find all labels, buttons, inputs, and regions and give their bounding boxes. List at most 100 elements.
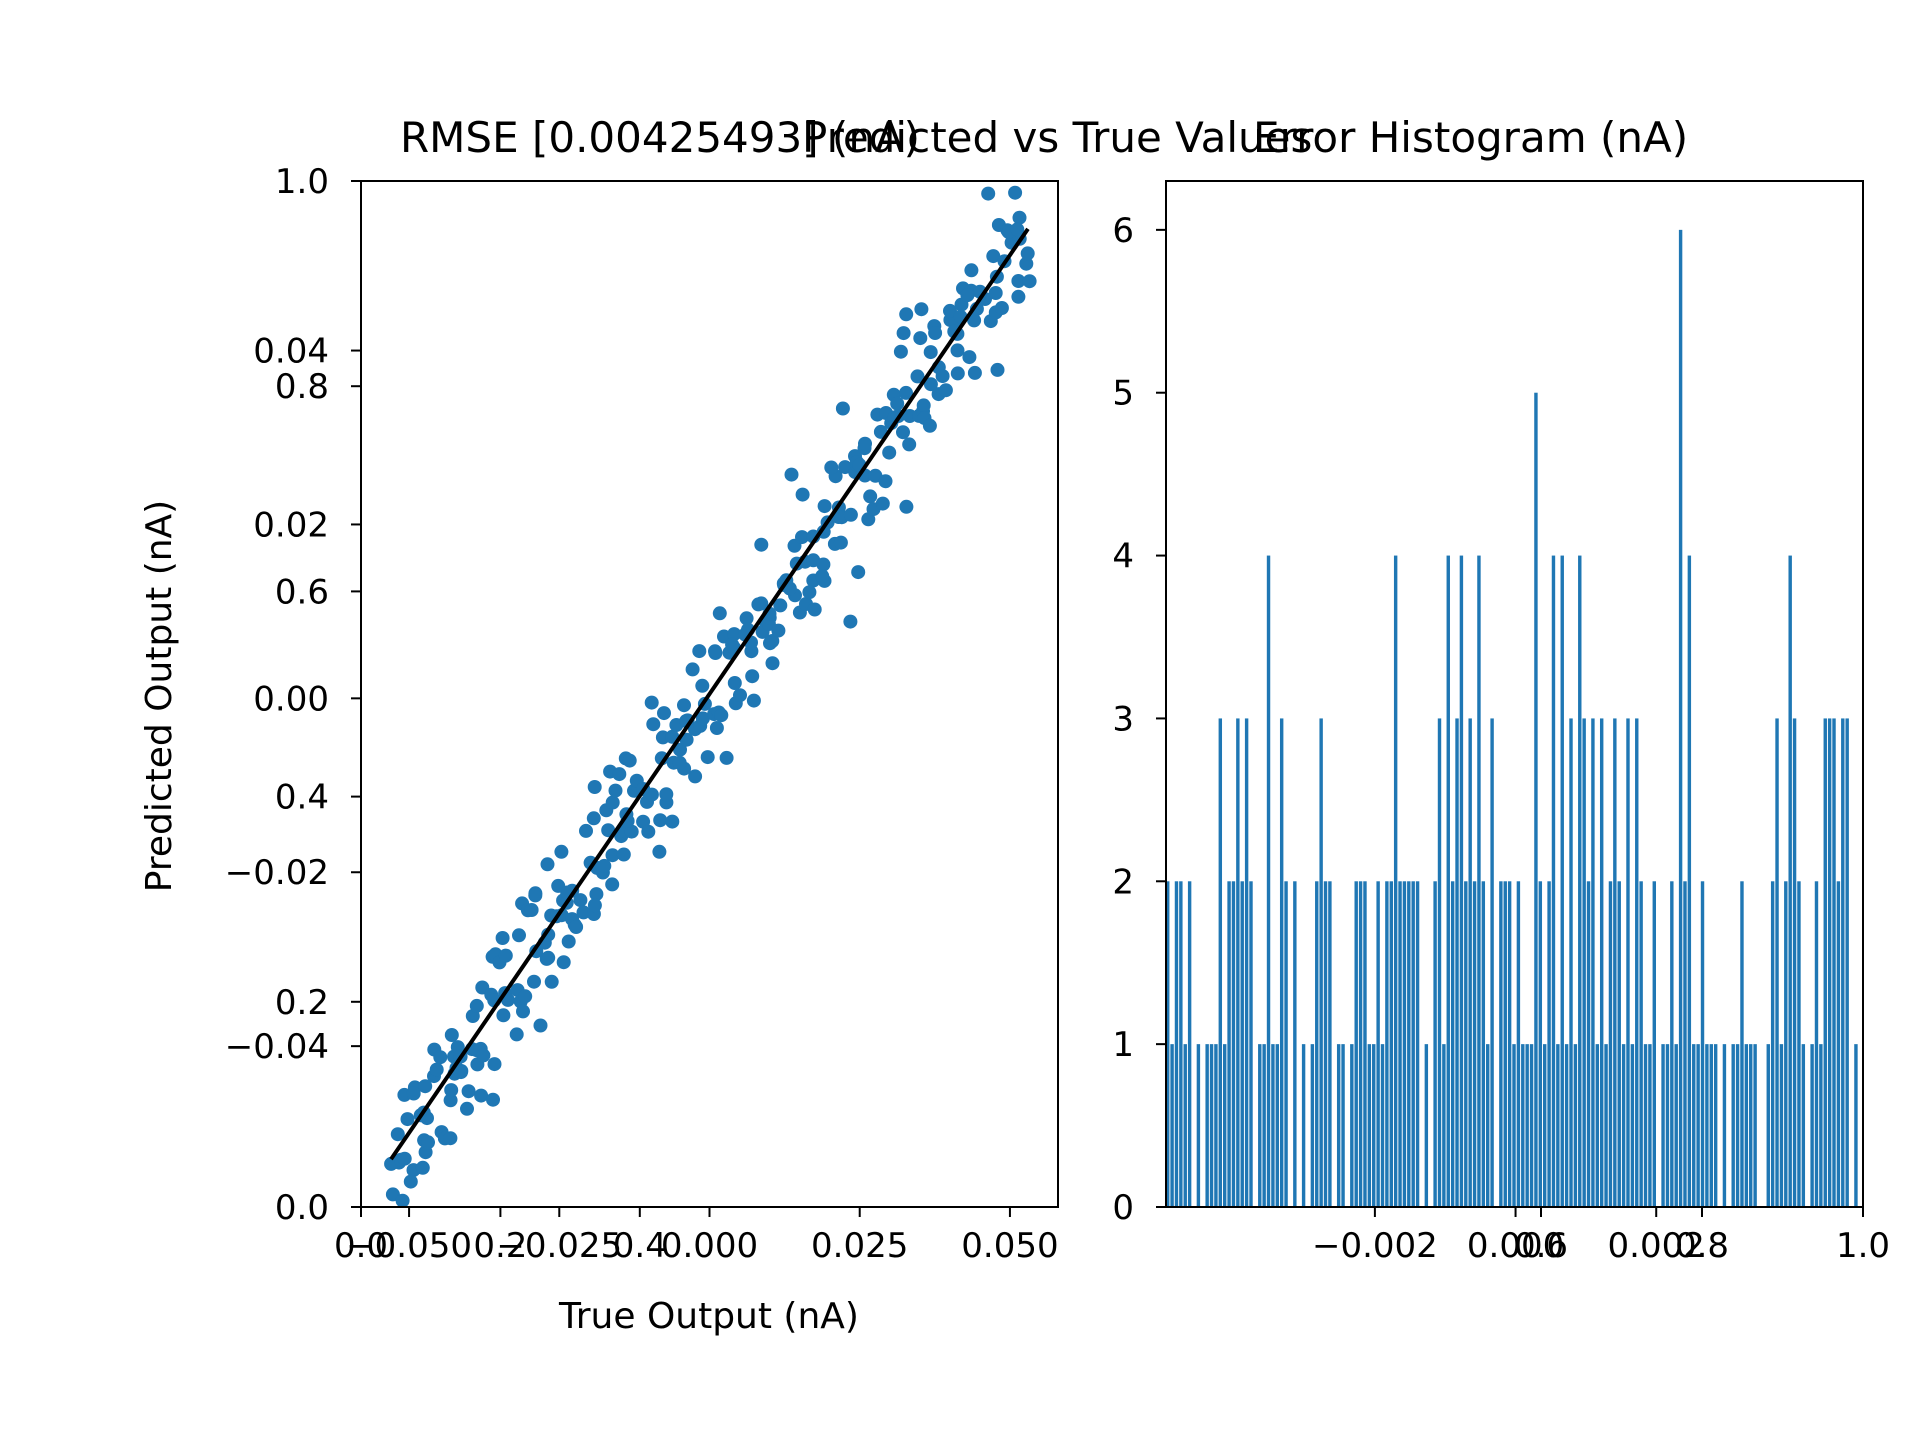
histogram-bar <box>1635 718 1639 1207</box>
scatter-point <box>512 928 526 943</box>
histogram-bar <box>1205 1044 1209 1207</box>
scatter-point <box>608 783 623 798</box>
histogram-bar <box>1753 1044 1757 1207</box>
histogram-bar <box>1709 1044 1713 1207</box>
scatter-point <box>444 1028 459 1042</box>
scatter-point <box>1020 246 1035 261</box>
histogram-ticks: 0 1 2 3 4 5 6 0.6 0.8 1.0 −0.002 0.000 0.002 <box>1112 211 1890 1266</box>
scatter-point <box>673 742 687 757</box>
scatter-point <box>685 662 700 677</box>
histogram-y-tick-label: 4 <box>1112 537 1134 577</box>
histogram-bar <box>1490 718 1494 1207</box>
scatter-point <box>605 795 620 810</box>
scatter-point <box>815 569 830 584</box>
histogram-bar <box>1670 881 1674 1207</box>
histogram-bar <box>1560 555 1564 1207</box>
histogram-bar <box>1415 881 1420 1207</box>
scatter-point <box>653 813 668 828</box>
histogram-y-tick-label: 1 <box>1112 1025 1134 1065</box>
histogram-bar <box>1170 1044 1174 1207</box>
scatter-point <box>935 369 950 384</box>
histogram-bar <box>1551 555 1556 1207</box>
scatter-point <box>415 1160 430 1175</box>
scatter-point <box>916 398 931 413</box>
histogram-bar <box>1293 881 1297 1207</box>
histogram-bar <box>1630 1044 1635 1207</box>
histogram-bar <box>1784 881 1788 1207</box>
histogram-bar <box>1613 718 1617 1207</box>
scatter-point <box>556 955 571 970</box>
scatter-point <box>487 1057 502 1072</box>
histogram-bar <box>1516 881 1521 1207</box>
histogram-bar <box>1209 1044 1214 1207</box>
scatter-point <box>688 769 703 784</box>
x-tick-label: 0.025 <box>811 1226 908 1266</box>
histogram-bar <box>1477 555 1481 1207</box>
scatter-point <box>1010 222 1025 237</box>
histogram-bar <box>1836 881 1841 1207</box>
histogram-bar <box>1792 718 1797 1207</box>
histogram-bar <box>1249 881 1253 1207</box>
scatter-point <box>938 383 953 398</box>
histogram-bar <box>1683 881 1687 1207</box>
histogram-bar <box>1775 718 1779 1207</box>
histogram-bar <box>1411 881 1415 1207</box>
y-tick-label: 0.00 <box>253 679 329 719</box>
scatter-point <box>902 437 917 452</box>
scatter-point <box>1011 274 1026 288</box>
scatter-title-rmse: RMSE [0.00425493] (nA) <box>400 113 920 162</box>
outer-y-tick-label: 0.6 <box>275 572 329 612</box>
histogram-bar <box>1328 881 1332 1207</box>
scatter-point <box>579 823 593 838</box>
histogram-y-tick-label: 6 <box>1112 211 1134 251</box>
scatter-point <box>746 693 761 708</box>
scatter-point <box>454 1065 468 1080</box>
histogram-outer-x-tick-label: 1.0 <box>1836 1226 1890 1266</box>
scatter-point <box>569 920 584 934</box>
histogram-bar <box>1604 1044 1608 1207</box>
scatter-point <box>899 385 913 400</box>
histogram-bar <box>1652 881 1656 1207</box>
scatter-point <box>802 585 817 600</box>
scatter-point <box>518 989 533 1004</box>
histogram-bar <box>1437 718 1442 1207</box>
histogram-bar <box>1621 1044 1626 1207</box>
histogram-bar <box>1442 1044 1446 1207</box>
scatter-point <box>486 1092 500 1107</box>
scatter-point <box>390 1127 405 1142</box>
histogram-bar <box>1626 718 1630 1207</box>
scatter-point <box>429 1062 444 1077</box>
x-tick-label: −0.050 <box>346 1226 472 1266</box>
histogram-bar <box>1512 1044 1516 1207</box>
scatter-point <box>727 627 742 642</box>
scatter-panel: 0.00.20.40.60.81.0−0.04−0.020.000.020.04… <box>139 113 1312 1337</box>
scatter-point <box>843 507 858 522</box>
histogram-bar <box>1569 718 1573 1207</box>
scatter-point <box>990 362 1005 377</box>
histogram-bar <box>1639 881 1643 1207</box>
scatter-point <box>765 634 780 648</box>
scatter-point <box>962 350 977 365</box>
scatter-point <box>561 934 576 949</box>
scatter-point <box>677 698 691 713</box>
histogram-bar <box>1692 1044 1696 1207</box>
scatter-point <box>589 887 604 902</box>
scatter-point <box>851 565 866 580</box>
histogram-bar <box>1315 881 1319 1207</box>
scatter-point <box>443 1093 458 1108</box>
scatter-point <box>727 676 742 690</box>
histogram-bar <box>1661 1044 1665 1207</box>
scatter-point <box>644 787 659 802</box>
scatter-point <box>943 303 957 318</box>
scatter-point <box>496 1008 511 1023</box>
scatter-point <box>994 301 1009 315</box>
histogram-x-tick-label: −0.002 <box>1312 1226 1438 1266</box>
scatter-point <box>733 688 747 703</box>
scatter-point <box>605 848 620 863</box>
outer-y-tick-label: 1.0 <box>275 162 329 202</box>
histogram-bar <box>1832 718 1836 1207</box>
scatter-point <box>421 1135 435 1150</box>
scatter-point <box>672 755 687 770</box>
scatter-point <box>460 1101 474 1116</box>
histogram-bar <box>1433 881 1437 1207</box>
